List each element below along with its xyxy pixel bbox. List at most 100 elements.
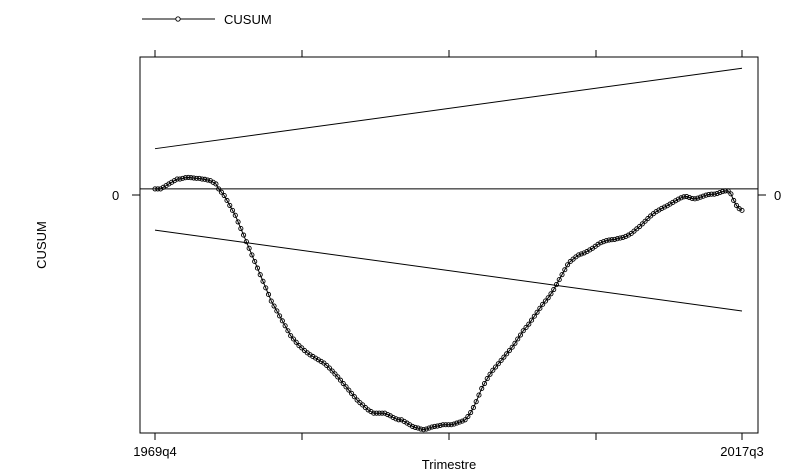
data-point <box>426 425 432 431</box>
data-point <box>299 345 305 351</box>
legend-label: CUSUM <box>224 12 272 27</box>
data-point <box>675 196 681 202</box>
data-point <box>714 190 720 197</box>
data-point <box>526 321 532 327</box>
data-point <box>332 371 338 377</box>
data-point <box>692 196 698 202</box>
data-point <box>443 422 449 428</box>
data-point <box>268 298 274 304</box>
data-point <box>540 301 546 307</box>
data-point <box>421 427 427 433</box>
data-point <box>382 410 388 416</box>
data-point <box>243 239 249 245</box>
data-point <box>731 197 737 204</box>
data-point <box>241 232 247 238</box>
data-point <box>216 186 222 192</box>
data-point <box>199 176 205 182</box>
data-point <box>432 423 438 429</box>
data-point <box>185 174 191 180</box>
data-point <box>678 195 684 201</box>
data-point <box>725 188 731 194</box>
data-point <box>279 318 285 324</box>
data-point <box>393 416 399 422</box>
data-point <box>733 202 740 208</box>
upper-bound-line <box>154 67 743 150</box>
data-point <box>706 191 712 198</box>
data-point <box>603 238 609 244</box>
legend-marker-swatch <box>175 16 181 22</box>
data-point <box>637 223 643 230</box>
data-point <box>360 402 366 408</box>
data-point <box>174 176 180 182</box>
data-point <box>288 333 294 339</box>
data-point <box>498 357 504 363</box>
data-point <box>343 384 349 390</box>
data-point <box>517 332 524 338</box>
data-point <box>523 324 529 331</box>
data-point <box>493 364 499 370</box>
data-point <box>213 181 219 187</box>
data-point <box>495 361 501 367</box>
data-point <box>252 258 258 265</box>
y-tick-label-left-zero: 0 <box>112 188 119 203</box>
data-point <box>700 193 706 199</box>
data-point <box>265 291 272 298</box>
data-point <box>504 351 510 357</box>
data-point <box>468 409 474 416</box>
data-point <box>454 420 460 426</box>
data-point <box>409 423 416 429</box>
x-axis-title: Trimestre <box>422 457 476 472</box>
data-point <box>711 191 717 197</box>
data-point <box>445 422 452 428</box>
data-point <box>722 188 728 194</box>
data-point <box>354 397 360 403</box>
data-point <box>457 419 463 425</box>
data-point <box>565 262 571 268</box>
data-point <box>177 176 183 182</box>
data-point <box>556 277 562 283</box>
data-point <box>263 285 269 291</box>
data-point <box>639 221 645 227</box>
data-point <box>545 295 551 301</box>
data-point <box>254 265 261 271</box>
data-point <box>609 237 615 243</box>
data-point <box>620 234 626 240</box>
data-point <box>229 207 236 213</box>
data-point <box>562 267 568 273</box>
data-point <box>376 410 382 416</box>
data-point <box>188 175 194 181</box>
data-point <box>412 424 418 430</box>
data-point <box>487 371 493 377</box>
data-point <box>440 422 446 428</box>
data-point <box>373 410 380 416</box>
data-point <box>235 219 241 225</box>
data-point <box>529 317 535 323</box>
data-point <box>612 236 618 242</box>
data-point <box>196 175 202 181</box>
data-point <box>559 272 565 278</box>
data-point <box>703 192 709 198</box>
data-point <box>415 425 421 431</box>
data-point <box>434 423 440 429</box>
data-point <box>290 336 296 342</box>
data-point <box>238 225 244 232</box>
data-point <box>581 250 587 256</box>
data-point <box>531 313 537 319</box>
data-point <box>697 194 704 200</box>
data-point <box>418 426 424 432</box>
data-point <box>542 298 548 304</box>
data-point <box>448 422 454 428</box>
data-point <box>465 413 471 420</box>
data-point <box>515 336 521 342</box>
data-point <box>708 191 715 197</box>
data-point <box>351 394 357 400</box>
data-point <box>614 236 620 242</box>
data-point <box>601 239 607 245</box>
data-point <box>548 291 554 297</box>
data-point <box>606 237 612 243</box>
data-point <box>337 377 344 383</box>
data-point <box>390 414 396 421</box>
data-point <box>180 175 186 181</box>
